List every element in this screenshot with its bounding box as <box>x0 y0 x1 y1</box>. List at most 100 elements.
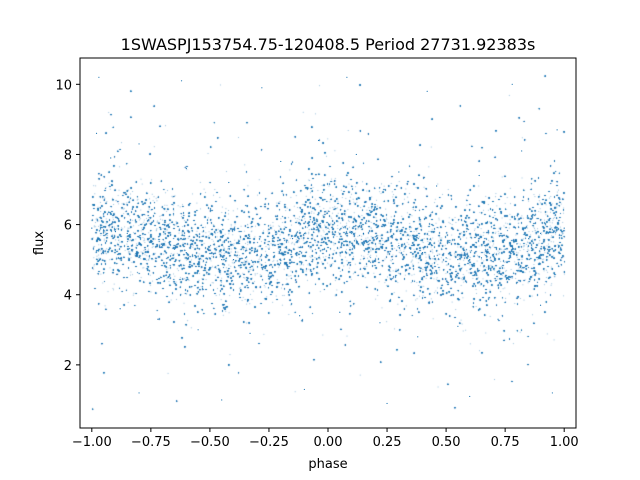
scatter-point <box>556 129 558 131</box>
scatter-point <box>197 329 199 331</box>
x-tick-label: −1.00 <box>72 435 112 450</box>
x-tick-label: −0.75 <box>131 435 171 450</box>
scatter-point <box>185 252 187 254</box>
x-tick-label: 0.00 <box>314 435 343 450</box>
scatter-point <box>95 132 98 134</box>
scatter-point <box>351 231 353 233</box>
scatter-point-cloud <box>80 58 576 428</box>
scatter-point <box>303 232 305 234</box>
scatter-point <box>386 402 388 405</box>
x-tick-label: 0.75 <box>491 435 520 450</box>
x-tick-label: 1.00 <box>550 435 579 450</box>
y-axis-label: flux <box>32 231 47 255</box>
scatter-point <box>521 150 523 152</box>
scatter-point <box>551 392 553 394</box>
scatter-point <box>209 257 211 259</box>
scatter-point <box>374 236 376 238</box>
scatter-point <box>138 392 140 394</box>
scatter-point <box>150 239 152 241</box>
scatter-point <box>173 248 176 250</box>
chart-title: 1SWASPJ153754.75-120408.5 Period 27731.9… <box>121 35 536 54</box>
scatter-point <box>421 252 424 254</box>
scatter-point <box>551 229 553 231</box>
scatter-point <box>249 332 251 334</box>
scatter-point <box>232 259 235 261</box>
scatter-point <box>563 227 565 229</box>
scatter-point <box>379 322 381 324</box>
x-tick-label: 0.50 <box>432 435 461 450</box>
scatter-point <box>317 139 320 142</box>
scatter-point <box>539 304 542 306</box>
scatter-point <box>497 318 499 320</box>
x-tick-label: −0.50 <box>190 435 230 450</box>
scatter-point <box>346 76 348 78</box>
x-tick-label: −0.25 <box>249 435 289 450</box>
scatter-point <box>299 315 301 317</box>
y-tick-label: 10 <box>55 78 72 93</box>
scatter-point <box>480 257 483 259</box>
scatter-point <box>98 76 100 78</box>
scatter-point <box>280 160 282 163</box>
scatter-point <box>398 171 400 173</box>
scatter-point <box>103 229 105 231</box>
scatter-point <box>426 90 428 92</box>
scatter-points <box>80 58 576 428</box>
scatter-point <box>457 259 459 261</box>
scatter-point <box>511 83 513 85</box>
scatter-point <box>261 87 263 89</box>
plot-area <box>79 57 577 429</box>
scatter-point <box>539 232 542 234</box>
scatter-point <box>280 243 282 245</box>
scatter-point <box>492 253 494 255</box>
x-axis-ticks: −1.00 −0.75 −0.50 −0.25 0.00 0.25 0.50 0.75 1.00 <box>72 428 579 450</box>
scatter-point <box>228 181 230 184</box>
scatter-point <box>410 248 412 250</box>
scatter-point <box>244 257 246 259</box>
scatter-point <box>157 318 159 320</box>
scatter-point <box>126 232 128 234</box>
scatter-point <box>91 227 93 229</box>
scatter-point <box>221 399 223 401</box>
scatter-point <box>457 325 459 327</box>
scatter-point <box>221 259 223 261</box>
scatter-point <box>516 243 518 245</box>
scatter-point <box>138 143 140 145</box>
scatter-point <box>327 227 329 229</box>
scatter-point <box>138 236 140 238</box>
scatter-point <box>362 232 365 234</box>
scatter-point <box>291 238 294 240</box>
scatter-point <box>256 253 258 255</box>
scatter-point <box>119 308 121 310</box>
scatter-point <box>185 167 187 170</box>
scatter-point <box>445 257 447 259</box>
scatter-point <box>339 311 341 313</box>
scatter-point <box>268 248 270 250</box>
scatter-point <box>114 231 117 233</box>
y-tick-label: 8 <box>64 148 72 163</box>
scatter-point <box>110 157 112 159</box>
x-tick-label: 0.25 <box>373 435 402 450</box>
scatter-point <box>197 255 199 257</box>
scatter-point <box>504 248 506 250</box>
scatter-point <box>180 80 183 82</box>
scatter-point <box>469 259 471 261</box>
scatter-point <box>469 395 471 398</box>
scatter-point <box>303 388 305 391</box>
scatter-point <box>436 185 438 187</box>
scatter-point <box>417 336 419 338</box>
scatter-point <box>339 229 341 231</box>
scatter-point <box>398 245 400 247</box>
scatter-point <box>315 229 317 231</box>
scatter-point <box>478 174 480 177</box>
y-tick-label: 4 <box>64 289 72 304</box>
y-axis-ticks: 2 4 6 8 10 <box>55 78 80 374</box>
y-tick-label: 2 <box>64 359 72 374</box>
scatter-point <box>528 238 530 240</box>
scatter-point <box>433 255 435 257</box>
y-tick-label: 6 <box>64 219 72 234</box>
x-axis-label: phase <box>308 457 347 472</box>
scatter-point <box>162 245 164 247</box>
scatter-point <box>355 153 357 156</box>
scatter-point <box>386 239 388 241</box>
